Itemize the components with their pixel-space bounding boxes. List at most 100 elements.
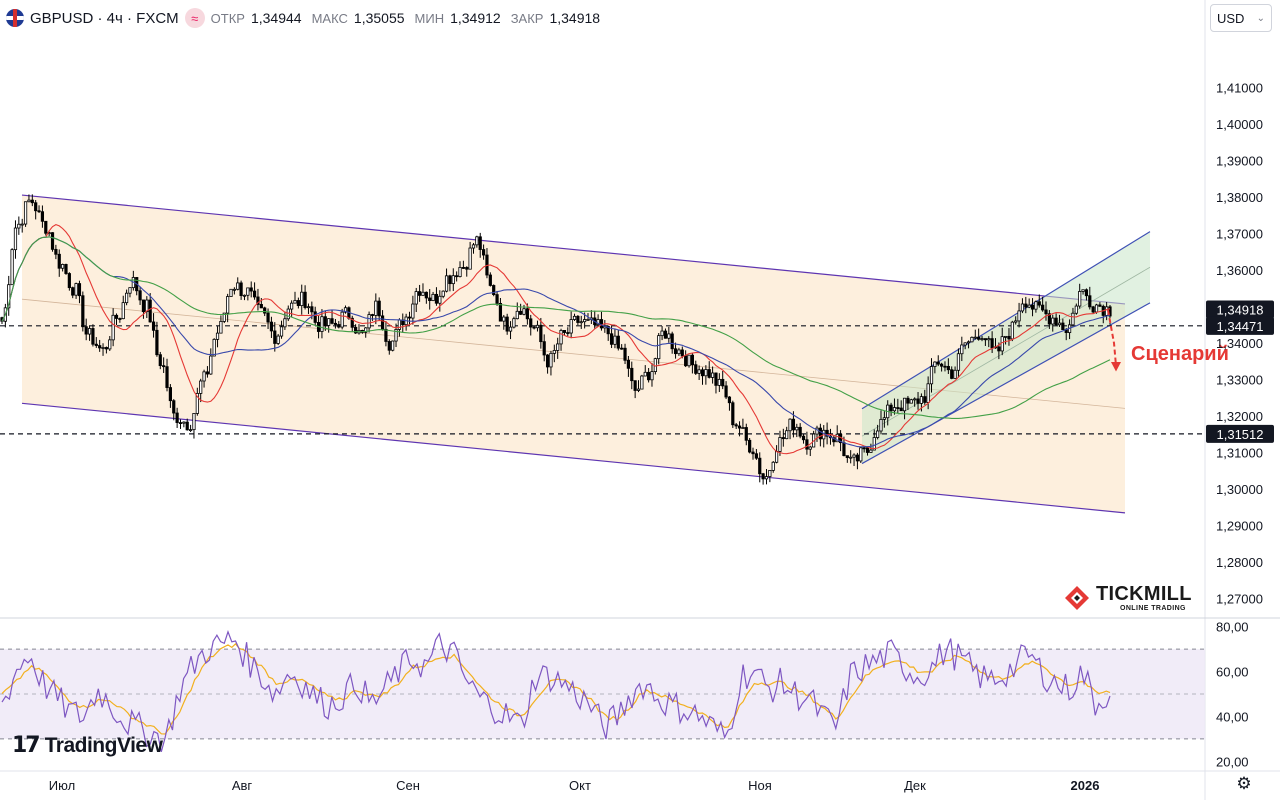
candle-body [977, 336, 981, 340]
candle-body [94, 343, 98, 346]
candle-body [980, 338, 984, 340]
candle-body [444, 275, 449, 292]
candle-body [269, 321, 274, 332]
tickmill-mark-icon [1065, 586, 1089, 610]
candle-body [940, 363, 944, 367]
candle-body [805, 439, 809, 450]
rsi-tick-label-0: 80,00 [1216, 620, 1249, 635]
candle-body [849, 456, 853, 459]
time-tick-label-1: Авг [232, 778, 253, 793]
candle-body [865, 447, 870, 453]
candle-body [1034, 301, 1038, 310]
candle-body [1091, 306, 1095, 313]
candle-body [421, 291, 425, 296]
candle-body [704, 369, 708, 377]
tradingview-mark-icon: 17 [12, 733, 41, 758]
ma-mid-line [1, 236, 1111, 448]
candle-body [350, 317, 354, 328]
candle-body [380, 315, 385, 330]
candle-body [340, 311, 344, 328]
price-label-1: 1,34471 [1217, 319, 1264, 334]
candle-body [428, 297, 432, 302]
candle-body [687, 354, 691, 367]
candle-body [781, 437, 785, 440]
candle-body [539, 324, 543, 343]
candle-body [633, 380, 637, 391]
candle-body [576, 315, 580, 323]
price-tick-label-9: 1,31000 [1216, 446, 1263, 461]
candle-body [926, 383, 930, 403]
candle-body [788, 418, 792, 432]
candle-body [118, 318, 122, 320]
candle-body [852, 454, 856, 458]
candle-body [178, 422, 183, 424]
candle-body [125, 292, 129, 304]
candle-body [714, 372, 718, 386]
candle-body [768, 469, 772, 477]
price-tick-label-6: 1,34000 [1216, 336, 1263, 351]
price-tick-label-11: 1,29000 [1216, 519, 1263, 534]
candle-body [71, 287, 75, 296]
scenario-arrow-head [1111, 362, 1121, 372]
candle-body [953, 369, 957, 379]
candle-body [20, 223, 24, 226]
tradingview-logo: 17 TradingView [12, 733, 163, 758]
candle-body [475, 236, 479, 246]
candle-body [263, 307, 267, 314]
channel-top-line [21, 194, 1126, 305]
candle-body [481, 249, 486, 256]
candle-body [226, 296, 230, 314]
rsi-line [1, 629, 1111, 752]
candle-body [394, 328, 398, 342]
candle-body [114, 314, 119, 319]
candle-body [579, 321, 583, 324]
candle-body [660, 330, 664, 337]
candle-body [832, 437, 836, 443]
candle-body [202, 371, 206, 382]
candle-body [966, 341, 971, 344]
candle-body [663, 330, 668, 339]
rising-channel-top-line [861, 231, 1151, 410]
candle-body [737, 425, 742, 429]
candle-body [222, 312, 226, 322]
currency-label: USD [1217, 10, 1245, 26]
candle-body [751, 451, 755, 455]
symbol-label[interactable]: GBPUSD · 4ч · FXCM [30, 9, 179, 27]
candle-body [34, 202, 38, 212]
candle-body [667, 333, 671, 339]
candle-body [195, 393, 199, 414]
currency-select[interactable]: USD ⌄ [1210, 4, 1272, 32]
candle-body [418, 291, 422, 296]
candle-body [23, 201, 28, 225]
candle-body [835, 433, 839, 443]
close-label: ЗАКР [510, 10, 544, 26]
candle-body [869, 449, 873, 453]
candle-body [219, 320, 223, 334]
candle-body [148, 299, 152, 323]
candle-body [293, 300, 297, 304]
candle-body [438, 295, 442, 304]
candle-body [337, 324, 341, 328]
price-tick-label-5: 1,36000 [1216, 263, 1263, 278]
candle-body [529, 318, 533, 328]
candle-body [670, 333, 674, 350]
gear-icon[interactable]: ⚙ [1236, 774, 1252, 793]
candle-body [694, 364, 698, 374]
rising-channel-fill [862, 231, 1150, 464]
candle-body [290, 302, 294, 310]
candle-body [242, 294, 247, 297]
ma-slow-line [1, 236, 1111, 419]
candle-body [192, 413, 196, 431]
candle-body [636, 388, 641, 391]
candle-body [1071, 312, 1075, 326]
candle-body [596, 319, 600, 326]
candle-body [168, 387, 172, 402]
candle-body [310, 306, 314, 313]
candle-body [626, 359, 631, 369]
candle-body [771, 461, 775, 471]
approx-icon[interactable]: ≈ [184, 8, 205, 28]
candle-body [774, 451, 779, 463]
candle-body [81, 295, 85, 328]
candle-body [320, 316, 324, 332]
